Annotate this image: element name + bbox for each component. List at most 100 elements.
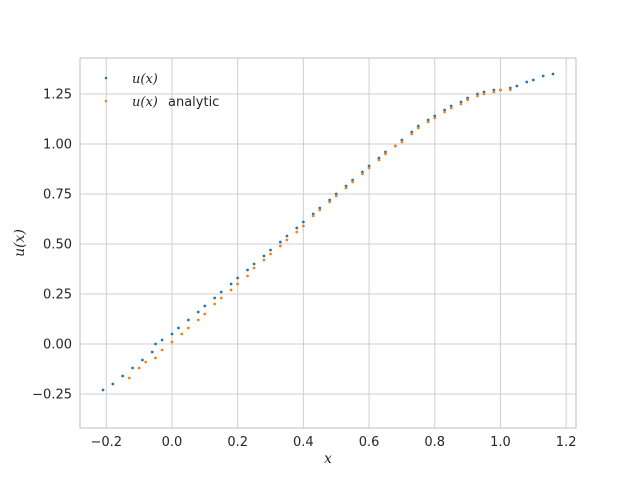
data-point — [443, 108, 447, 112]
legend-marker-analytic — [104, 99, 108, 103]
data-point — [160, 338, 164, 342]
grid — [80, 58, 576, 428]
data-point — [377, 158, 381, 162]
data-point — [476, 92, 479, 96]
data-point — [416, 124, 420, 128]
data-point — [328, 198, 332, 202]
data-point — [459, 102, 463, 106]
x-tick-label: 0.8 — [424, 435, 445, 450]
data-point — [219, 296, 223, 300]
data-point — [252, 266, 256, 270]
data-point — [361, 170, 364, 174]
data-point — [426, 118, 430, 122]
data-point — [144, 360, 148, 364]
data-point — [449, 106, 453, 110]
data-point — [141, 358, 144, 362]
data-point — [127, 376, 131, 380]
series-layer — [101, 72, 555, 392]
data-point — [400, 138, 404, 142]
data-point — [301, 224, 305, 228]
data-point — [410, 132, 414, 136]
data-point — [170, 332, 174, 336]
data-point — [160, 348, 164, 352]
legend-label-u-math: u(x) — [132, 72, 158, 87]
x-tick-label: 1.0 — [490, 435, 511, 450]
data-point — [426, 120, 430, 124]
data-point — [150, 350, 154, 354]
data-point — [262, 258, 266, 262]
data-point — [180, 332, 184, 336]
data-point — [131, 366, 134, 370]
data-point — [367, 166, 371, 170]
y-tick-label: 0.00 — [43, 338, 72, 353]
x-tick-label: 0.2 — [227, 435, 248, 450]
x-tick-label: 0.0 — [162, 435, 183, 450]
data-point — [170, 340, 174, 344]
data-point — [328, 200, 332, 204]
data-point — [236, 276, 240, 280]
legend-label-u: u(x) — [132, 72, 158, 87]
data-point — [416, 126, 420, 130]
data-point — [466, 96, 469, 100]
data-point — [252, 262, 256, 266]
data-point — [229, 282, 233, 286]
x-tick-label: 0.4 — [293, 435, 314, 450]
data-point — [466, 98, 469, 102]
data-point — [551, 72, 555, 76]
plot-area — [80, 58, 576, 428]
data-point — [177, 326, 180, 330]
y-tick-label: −0.25 — [32, 388, 72, 403]
data-point — [311, 212, 315, 216]
data-point — [236, 282, 240, 286]
data-point — [525, 80, 529, 84]
data-point — [246, 274, 249, 278]
data-point — [213, 302, 217, 306]
data-point — [344, 186, 348, 190]
data-point — [295, 226, 299, 230]
data-point — [492, 90, 496, 94]
legend-label-analytic: u(x) analytic — [132, 95, 219, 110]
data-point — [262, 254, 266, 258]
data-point — [344, 184, 348, 188]
data-point — [515, 84, 519, 88]
data-point — [482, 90, 486, 94]
data-point — [285, 238, 289, 242]
data-point — [278, 244, 282, 248]
data-point — [400, 140, 404, 144]
y-tick-labels: −0.25 0.00 0.25 0.50 0.75 1.00 1.25 — [32, 88, 72, 403]
data-point — [531, 78, 535, 82]
legend-label-analytic-text: analytic — [168, 95, 219, 110]
y-tick-label: 0.50 — [43, 238, 72, 253]
data-point — [433, 116, 437, 120]
data-point — [499, 88, 502, 92]
data-point — [111, 382, 115, 386]
x-tick-label: 1.2 — [556, 435, 577, 450]
data-point — [449, 104, 453, 108]
data-point — [219, 290, 223, 294]
data-point — [334, 194, 338, 198]
data-point — [393, 144, 397, 148]
series-u-analytic — [127, 88, 512, 380]
data-point — [311, 214, 315, 218]
data-point — [377, 156, 381, 160]
legend-label-analytic-math: u(x) — [132, 95, 158, 110]
data-point — [384, 152, 387, 156]
data-point — [361, 172, 364, 176]
data-point — [196, 310, 200, 314]
data-point — [492, 88, 496, 92]
data-point — [334, 192, 338, 196]
data-point — [301, 220, 305, 224]
data-point — [137, 366, 141, 370]
y-tick-label: 1.25 — [43, 88, 72, 103]
data-point — [187, 318, 190, 322]
data-point — [384, 150, 387, 154]
data-point — [203, 304, 207, 308]
data-point — [410, 130, 414, 134]
data-point — [154, 342, 157, 346]
data-point — [229, 288, 233, 292]
x-tick-label: −0.2 — [90, 435, 122, 450]
data-point — [433, 114, 437, 118]
data-point — [508, 88, 512, 92]
data-point — [541, 74, 545, 78]
